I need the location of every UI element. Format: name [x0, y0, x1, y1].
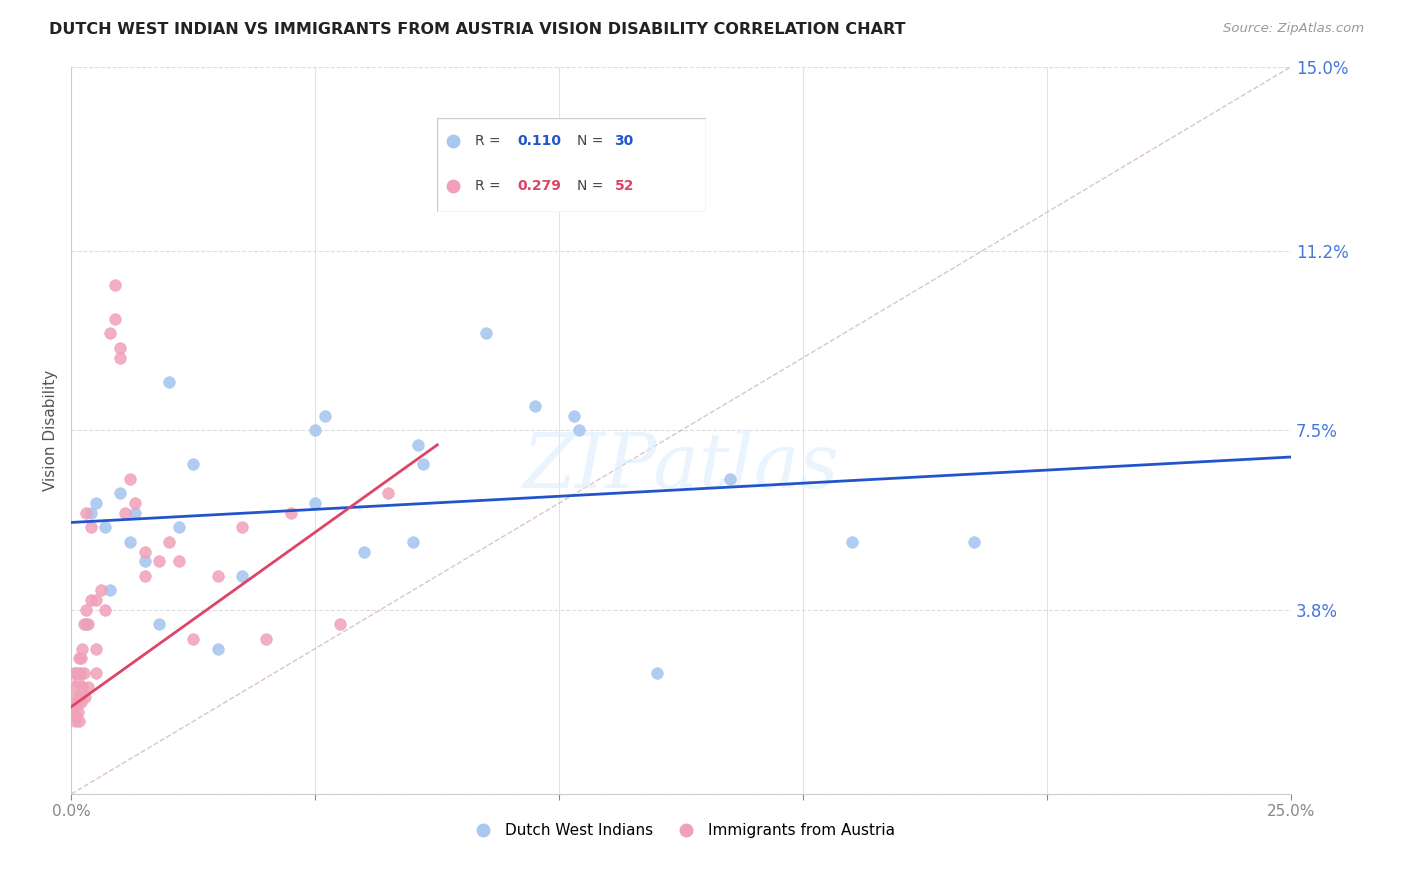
Point: [114, 506, 136, 520]
Point: [70, 651, 93, 665]
Point: [72, 665, 94, 680]
Point: [73, 690, 96, 704]
Point: [66, 705, 89, 719]
Point: [67, 714, 90, 729]
Point: [90, 583, 112, 598]
Point: [118, 472, 141, 486]
Point: [167, 520, 190, 534]
Point: [70, 641, 93, 656]
Point: [314, 409, 336, 423]
Point: [108, 351, 131, 365]
Point: [181, 457, 204, 471]
Point: [70, 681, 93, 695]
Point: [80, 520, 103, 534]
Point: [108, 486, 131, 500]
Point: [157, 534, 180, 549]
Point: [66, 695, 89, 709]
Point: [108, 341, 131, 355]
Point: [80, 506, 103, 520]
Legend: Dutch West Indians, Immigrants from Austria: Dutch West Indians, Immigrants from Aust…: [461, 817, 901, 845]
Point: [67, 651, 90, 665]
Point: [98, 326, 121, 341]
Point: [167, 554, 190, 568]
Point: [841, 534, 863, 549]
Point: [94, 603, 117, 617]
Point: [718, 472, 741, 486]
Point: [280, 506, 302, 520]
Point: [66, 675, 89, 690]
Point: [406, 438, 429, 452]
Point: [75, 603, 97, 617]
Point: [157, 375, 180, 389]
Point: [134, 569, 156, 583]
Point: [412, 457, 434, 471]
Point: [80, 593, 103, 607]
Point: [124, 506, 146, 520]
Point: [98, 583, 121, 598]
Point: [207, 569, 229, 583]
Point: [62, 665, 84, 680]
Point: [84, 496, 107, 510]
Point: [562, 409, 585, 423]
Text: DUTCH WEST INDIAN VS IMMIGRANTS FROM AUSTRIA VISION DISABILITY CORRELATION CHART: DUTCH WEST INDIAN VS IMMIGRANTS FROM AUS…: [49, 22, 905, 37]
Point: [70, 695, 93, 709]
Point: [118, 534, 141, 549]
Point: [62, 699, 84, 714]
Point: [523, 399, 546, 413]
Point: [645, 665, 668, 680]
Point: [104, 277, 127, 292]
Point: [256, 632, 278, 646]
Point: [181, 632, 204, 646]
Point: [84, 665, 107, 680]
Point: [304, 496, 326, 510]
Point: [963, 534, 986, 549]
Point: [65, 709, 87, 723]
Text: Source: ZipAtlas.com: Source: ZipAtlas.com: [1223, 22, 1364, 36]
Point: [568, 423, 591, 437]
Point: [329, 617, 352, 632]
Point: [134, 554, 156, 568]
Point: [148, 554, 170, 568]
Point: [72, 617, 94, 632]
Point: [377, 486, 399, 500]
Point: [84, 641, 107, 656]
Point: [63, 681, 86, 695]
Point: [475, 326, 498, 341]
Y-axis label: Vision Disability: Vision Disability: [44, 369, 58, 491]
Point: [231, 520, 253, 534]
Point: [63, 714, 86, 729]
Point: [77, 681, 100, 695]
Point: [66, 665, 89, 680]
Point: [353, 544, 375, 558]
Point: [402, 534, 425, 549]
Point: [104, 311, 127, 326]
Point: [134, 544, 156, 558]
Point: [207, 641, 229, 656]
Text: ZIPatlas: ZIPatlas: [523, 430, 839, 504]
Point: [65, 690, 87, 704]
Point: [75, 506, 97, 520]
Point: [124, 496, 146, 510]
Point: [77, 617, 100, 632]
Point: [69, 665, 91, 680]
Point: [304, 423, 326, 437]
Point: [84, 593, 107, 607]
Point: [94, 520, 117, 534]
Point: [231, 569, 253, 583]
Point: [148, 617, 170, 632]
Point: [75, 617, 97, 632]
Point: [69, 690, 91, 704]
